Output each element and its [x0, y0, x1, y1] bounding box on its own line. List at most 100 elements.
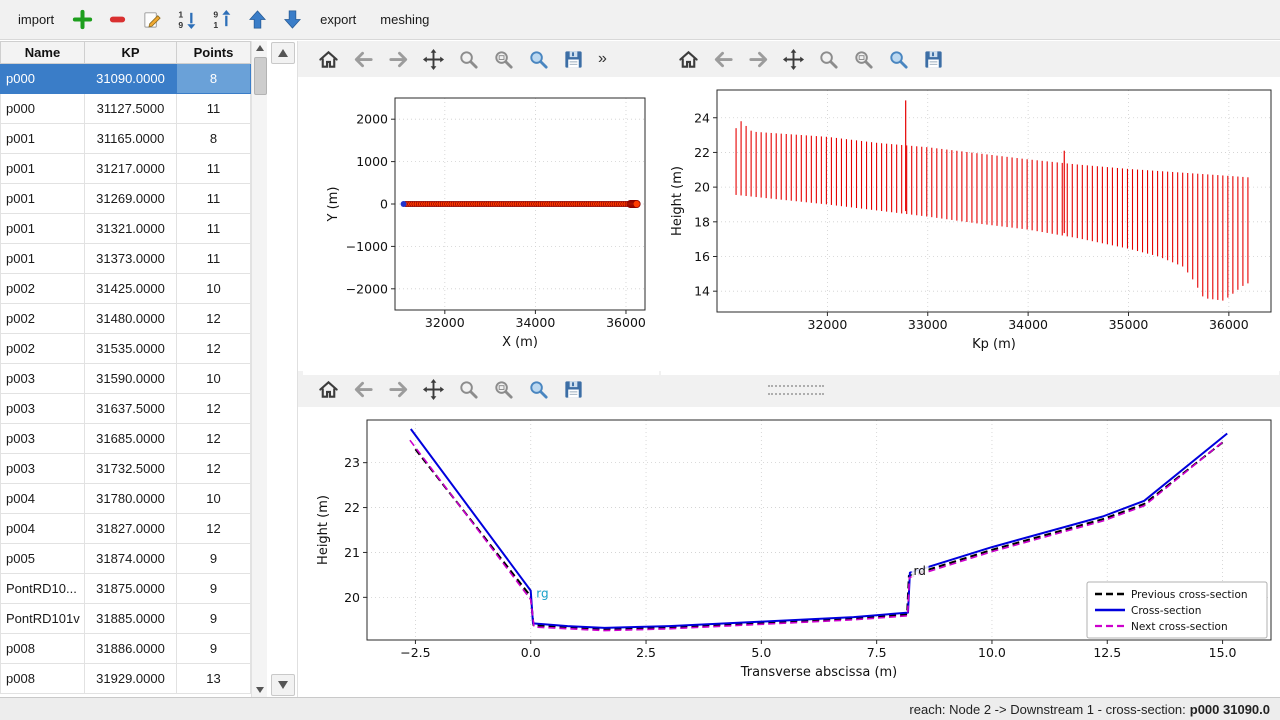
cell-kp[interactable]: 31425.0000	[84, 273, 177, 304]
cell-points[interactable]: 13	[176, 663, 251, 694]
longitudinal-profile-plot[interactable]: 32000 33000 34000 35000 36000 14 16 18 20 22 24 Kp …	[661, 78, 1279, 375]
cell-name[interactable]: p008	[0, 633, 85, 664]
cell-name[interactable]: p000	[0, 63, 85, 94]
cell-name[interactable]: p004	[0, 513, 85, 544]
table-row[interactable]: p001 31321.0000 11	[0, 213, 251, 244]
cell-name[interactable]: p003	[0, 393, 85, 424]
table-row[interactable]: p003 31590.0000 10	[0, 363, 251, 394]
cell-kp[interactable]: 31875.0000	[84, 573, 177, 604]
cell-points[interactable]: 8	[176, 123, 251, 154]
zoom-settings-icon[interactable]	[851, 47, 875, 71]
import-button[interactable]: import	[10, 8, 62, 31]
cell-points[interactable]: 8	[176, 63, 251, 94]
cell-name[interactable]: PontRD101v	[0, 603, 85, 634]
table-row[interactable]: p003 31732.5000 12	[0, 453, 251, 484]
table-row[interactable]: p003 31637.5000 12	[0, 393, 251, 424]
table-row[interactable]: p001 31269.0000 11	[0, 183, 251, 214]
save-icon[interactable]	[561, 377, 585, 401]
cell-points[interactable]: 12	[176, 453, 251, 484]
meshing-button[interactable]: meshing	[372, 8, 437, 31]
cell-points[interactable]: 10	[176, 483, 251, 514]
toolbar-overflow-button[interactable]: »	[598, 50, 607, 67]
cell-kp[interactable]: 31217.0000	[84, 153, 177, 184]
cell-kp[interactable]: 31780.0000	[84, 483, 177, 514]
cell-points[interactable]: 12	[176, 513, 251, 544]
table-row[interactable]: p001 31165.0000 8	[0, 123, 251, 154]
table-row[interactable]: p008 31886.0000 9	[0, 633, 251, 664]
cell-name[interactable]: p003	[0, 453, 85, 484]
zoom-region-icon[interactable]	[526, 47, 550, 71]
cell-kp[interactable]: 31535.0000	[84, 333, 177, 364]
zoom-settings-icon[interactable]	[491, 377, 515, 401]
back-icon[interactable]	[351, 377, 375, 401]
pan-icon[interactable]	[781, 47, 805, 71]
cell-points[interactable]: 10	[176, 273, 251, 304]
table-row[interactable]: PontRD101v 31885.0000 9	[0, 603, 251, 634]
cell-name[interactable]: p001	[0, 123, 85, 154]
panel-scroll-down-button[interactable]	[271, 674, 295, 696]
cell-points[interactable]: 11	[176, 213, 251, 244]
cell-kp[interactable]: 31885.0000	[84, 603, 177, 634]
table-row[interactable]: p004 31780.0000 10	[0, 483, 251, 514]
scrollbar-up-button[interactable]	[252, 41, 267, 55]
cell-name[interactable]: p005	[0, 543, 85, 574]
cell-points[interactable]: 9	[176, 633, 251, 664]
table-row[interactable]: p002 31425.0000 10	[0, 273, 251, 304]
cell-points[interactable]: 9	[176, 543, 251, 574]
cell-name[interactable]: p001	[0, 213, 85, 244]
cell-kp[interactable]: 31269.0000	[84, 183, 177, 214]
cell-kp[interactable]: 31373.0000	[84, 243, 177, 274]
panel-scroll-up-button[interactable]	[271, 42, 295, 64]
splitter-handle[interactable]	[768, 385, 824, 395]
zoom-settings-icon[interactable]	[491, 47, 515, 71]
cell-points[interactable]: 9	[176, 573, 251, 604]
cell-kp[interactable]: 31637.5000	[84, 393, 177, 424]
cell-kp[interactable]: 31886.0000	[84, 633, 177, 664]
pan-icon[interactable]	[421, 47, 445, 71]
cell-points[interactable]: 12	[176, 423, 251, 454]
cell-points[interactable]: 12	[176, 393, 251, 424]
forward-icon[interactable]	[746, 47, 770, 71]
cell-kp[interactable]: 31929.0000	[84, 663, 177, 694]
column-header[interactable]: KP	[84, 41, 177, 64]
cell-name[interactable]: p001	[0, 153, 85, 184]
cell-kp[interactable]: 31480.0000	[84, 303, 177, 334]
table-row[interactable]: p001 31373.0000 11	[0, 243, 251, 274]
cell-kp[interactable]: 31732.5000	[84, 453, 177, 484]
zoom-region-icon[interactable]	[886, 47, 910, 71]
cross-sections-table[interactable]: Name KP Points p000 31090.0000 8 p000 31127.50…	[0, 41, 251, 694]
table-row[interactable]: p000 31127.5000 11	[0, 93, 251, 124]
back-icon[interactable]	[351, 47, 375, 71]
cell-name[interactable]: p000	[0, 93, 85, 124]
table-row[interactable]: p005 31874.0000 9	[0, 543, 251, 574]
cell-points[interactable]: 10	[176, 363, 251, 394]
cell-name[interactable]: p001	[0, 183, 85, 214]
cell-kp[interactable]: 31127.5000	[84, 93, 177, 124]
cell-name[interactable]: p001	[0, 243, 85, 274]
cell-points[interactable]: 11	[176, 183, 251, 214]
cell-kp[interactable]: 31090.0000	[84, 63, 177, 94]
zoom-icon[interactable]	[816, 47, 840, 71]
zoom-icon[interactable]	[456, 47, 480, 71]
home-icon[interactable]	[676, 47, 700, 71]
column-header[interactable]: Name	[0, 41, 85, 64]
zoom-icon[interactable]	[456, 377, 480, 401]
move-down-icon[interactable]	[280, 8, 304, 32]
cell-points[interactable]: 12	[176, 333, 251, 364]
cell-name[interactable]: p003	[0, 423, 85, 454]
home-icon[interactable]	[316, 47, 340, 71]
table-row[interactable]: p002 31535.0000 12	[0, 333, 251, 364]
back-icon[interactable]	[711, 47, 735, 71]
plan-view-plot[interactable]: 32000 34000 36000 −2000 −1000 0 1000 2000 X (m) Y…	[303, 78, 659, 375]
table-row[interactable]: PontRD10... 31875.0000 9	[0, 573, 251, 604]
table-row[interactable]: p003 31685.0000 12	[0, 423, 251, 454]
cell-kp[interactable]: 31590.0000	[84, 363, 177, 394]
cell-kp[interactable]: 31685.0000	[84, 423, 177, 454]
cross-section-plot[interactable]: rg rd Previous cross-section Cross-section N…	[303, 408, 1279, 685]
edit-icon[interactable]	[140, 8, 164, 32]
add-icon[interactable]	[70, 8, 94, 32]
pan-icon[interactable]	[421, 377, 445, 401]
cell-name[interactable]: p008	[0, 663, 85, 694]
save-icon[interactable]	[561, 47, 585, 71]
